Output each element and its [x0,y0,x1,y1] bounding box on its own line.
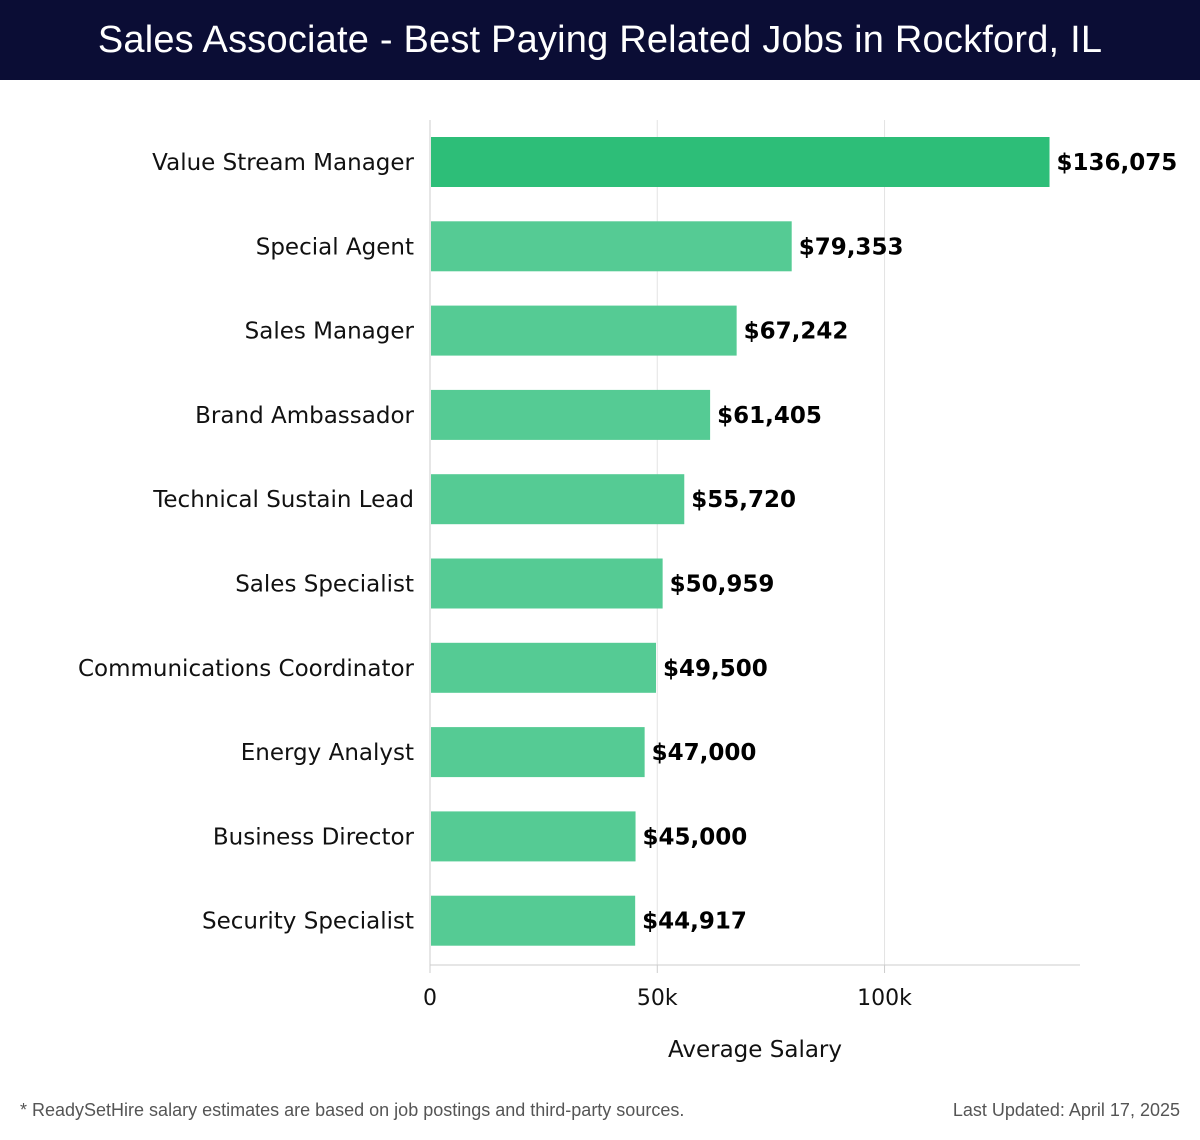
data-label-1: $79,353 [799,234,904,260]
x-axis-label: Average Salary [668,1037,842,1063]
category-label-6: Communications Coordinator [78,656,415,682]
bar-0 [431,137,1050,187]
x-tick-label-2: 100k [857,986,912,1011]
bar-4 [431,474,685,525]
footer-disclaimer: * ReadySetHire salary estimates are base… [20,1100,685,1120]
category-label-2: Sales Manager [245,319,415,345]
data-label-4: $55,720 [691,487,796,513]
category-label-1: Special Agent [256,234,414,260]
data-label-8: $45,000 [643,824,748,850]
category-label-7: Energy Analyst [241,740,414,766]
data-label-9: $44,917 [642,909,747,935]
x-tick-label-1: 50k [637,986,678,1011]
chart-header: Sales Associate - Best Paying Related Jo… [0,0,1200,80]
bar-3 [431,389,711,440]
category-label-9: Security Specialist [202,909,414,935]
bar-7 [431,727,645,778]
data-label-3: $61,405 [717,403,822,429]
category-label-3: Brand Ambassador [195,403,414,429]
bar-5 [431,558,663,609]
x-tick-label-0: 0 [423,986,437,1011]
bar-6 [431,642,656,693]
category-label-8: Business Director [213,824,415,850]
chart-title: Sales Associate - Best Paying Related Jo… [97,18,1103,61]
salary-bar-chart: 0 50k 100k Average Salary Value Stream Manag… [78,120,1178,1063]
footer-last-updated: Last Updated: April 17, 2025 [952,1100,1180,1120]
bar-8 [431,811,636,862]
category-label-0: Value Stream Manager [152,150,414,176]
category-label-4: Technical Sustain Lead [152,487,414,513]
data-label-7: $47,000 [652,740,757,766]
data-label-6: $49,500 [663,656,768,682]
data-label-5: $50,959 [670,572,775,598]
data-label-0: $136,075 [1057,150,1178,176]
bar-2 [431,305,737,356]
category-label-5: Sales Specialist [235,572,414,598]
bar-1 [431,221,792,272]
data-label-2: $67,242 [744,319,849,345]
bar-9 [431,895,636,946]
